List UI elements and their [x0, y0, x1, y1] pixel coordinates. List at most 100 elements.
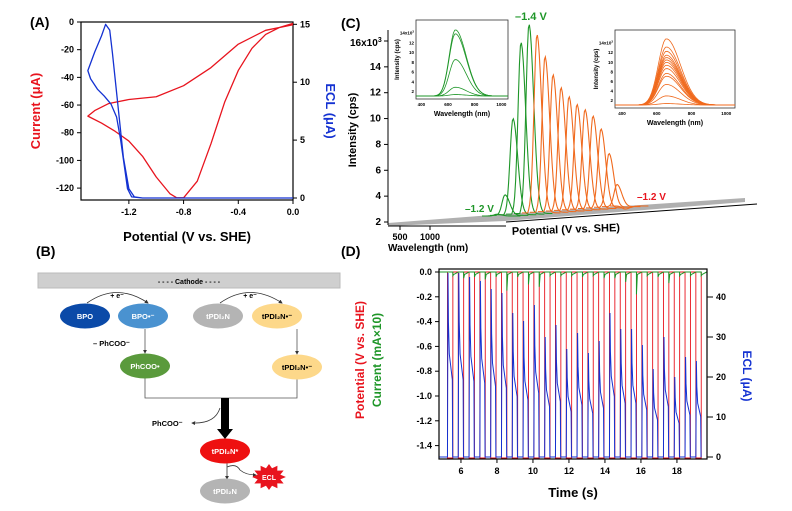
x-tick-label: 500	[392, 232, 407, 242]
spectrum-curve	[562, 103, 601, 211]
y-tick-label: -1.4	[416, 441, 432, 451]
inset-x-tick-label: 600	[444, 102, 452, 107]
arrow-reduction-bpo	[86, 292, 149, 304]
inset-y-tick-label: 8	[411, 60, 414, 65]
inset-y-tick-label: 2	[610, 98, 613, 103]
annotation-start: –1.2 V	[465, 204, 494, 215]
inset-x-tick-label: 1000	[496, 102, 507, 107]
panel-label-a: (A)	[30, 14, 49, 30]
y-tick-label: 0	[69, 17, 74, 27]
chart-d: 6 8 10 12 14 16 18 0.0 -0.2 -0.4 -0.6 -0.8 -1.0 -1.2 -…	[353, 267, 754, 500]
y2-tick-label: 0	[716, 452, 721, 462]
y-tick-label: 4	[375, 191, 381, 202]
inset-y-tick-top: 14x103	[400, 30, 415, 36]
y2-tick-label: 10	[716, 412, 726, 422]
node-label-tpdi-excited: tPDI₂N*	[212, 447, 239, 456]
z-axis-c	[505, 203, 758, 223]
y-tick-label: -1.0	[416, 391, 432, 401]
spectrum-curve	[554, 95, 593, 211]
inset-y-tick-label: 4	[411, 79, 414, 84]
plot-frame-a	[80, 21, 294, 201]
current-trace	[439, 271, 707, 295]
cathode-bar	[37, 272, 341, 289]
inset-x-axis-label: Wavelength (nm)	[647, 120, 703, 127]
y-tick-top-c: 16x103	[350, 37, 382, 49]
phcoo-release-label: PhCOO⁻	[152, 419, 183, 428]
potential-trace	[439, 271, 702, 459]
y2-axis-label-d: ECL (μA)	[740, 350, 754, 401]
inset-y-tick-label: 10	[409, 50, 415, 55]
x-axis-label-d: Time (s)	[548, 485, 598, 500]
z-axis-label-c: Potential (V vs. SHE)	[512, 222, 621, 238]
y-axis-label-c: Intensity (cps)	[347, 92, 359, 167]
node-label-bpo: BPO	[77, 312, 93, 321]
inset-reverse: 400 600 800 1000 2 4 6 8 10 12 14x103 Wavelength (n…	[594, 29, 736, 127]
y-tick-label: 0.0	[419, 267, 432, 277]
node-tpdi-radical2	[272, 354, 322, 380]
y-tick-label: -60	[61, 100, 74, 110]
y-tick-label: 14	[370, 62, 382, 73]
inset-frame	[415, 19, 509, 100]
spectrum-curve	[578, 114, 617, 210]
node-label-tpdi-radical2: tPDI₂N•⁻	[282, 363, 312, 372]
chart-c: 2 4 6 8 10 12 14 500 1000 16x103 Intensity (cps)…	[347, 11, 758, 254]
y2-tick-label: 40	[716, 292, 726, 302]
x-tick-label: -0.8	[176, 207, 192, 217]
current-curve	[87, 22, 294, 199]
y2-axis-label-a: ECL (μA)	[323, 83, 338, 138]
mechanism-diagram: - - - - Cathode - - - - + e⁻ + e⁻ – PhCO…	[37, 272, 341, 504]
panel-label-d: (D)	[341, 243, 360, 259]
x-tick-label: 10	[528, 466, 538, 476]
node-bpo	[60, 303, 110, 329]
inset-y-tick-top-exp: 3	[412, 30, 414, 34]
panel-label-b: (B)	[36, 243, 55, 259]
annotation-peak: –1.4 V	[515, 11, 547, 23]
plot-frame-d	[438, 268, 708, 460]
thick-arrow-head	[217, 429, 233, 439]
inset-spectrum	[615, 103, 736, 106]
inset-y-tick-top-base: 14x10	[400, 31, 413, 36]
inset-x-tick-label: 800	[688, 111, 696, 116]
inset-y-tick-label: 6	[411, 70, 414, 75]
inset-y-axis-label: Intensity (cps)	[594, 49, 600, 90]
cathode-label: - - - - Cathode - - - -	[158, 279, 221, 286]
y-tick-label: -0.2	[416, 292, 432, 302]
y2-tick-label: 20	[716, 372, 726, 382]
x-tick-label: 6	[458, 466, 463, 476]
spectrum-curve	[570, 108, 609, 210]
y-tick-label: -1.2	[416, 416, 432, 426]
merge-line	[144, 378, 298, 399]
x-tick-label: 12	[564, 466, 574, 476]
inset-y-tick-label: 2	[411, 89, 414, 94]
node-tpdi-ground	[200, 478, 250, 504]
node-label-bpo-radical: BPO•⁻	[132, 312, 155, 321]
y-tick-label: -100	[56, 155, 74, 165]
x-tick-label: 1000	[420, 232, 440, 242]
x-tick-label: 16	[636, 466, 646, 476]
node-tpdi	[193, 303, 243, 329]
y-tick-label: -0.8	[416, 366, 432, 376]
spectrum-curve	[546, 86, 585, 212]
inset-y-tick-label: 12	[409, 40, 415, 45]
y-tick-label: 12	[370, 88, 382, 99]
arrow-phcoo-release	[191, 407, 221, 426]
y-tick-label: -40	[61, 72, 74, 82]
y-tick-label: 10	[370, 114, 382, 125]
x-tick-label: 14	[600, 466, 610, 476]
inset-y-axis-label: Intensity (cps)	[395, 39, 401, 80]
node-label-tpdi-radical: tPDI₂N•⁻	[262, 312, 292, 321]
inset-y-tick-label: 4	[610, 89, 613, 94]
inset-forward: 400 600 800 1000 2 4 6 8 10 12 14x103 Wavelength (n…	[395, 19, 509, 118]
annotation-end: –1.2 V	[637, 192, 666, 203]
y2-tick-label: 5	[300, 135, 305, 145]
node-tpdi-excited	[200, 438, 250, 464]
y-tick-label: 6	[375, 165, 381, 176]
inset-y-tick-label: 8	[610, 69, 613, 74]
inset-y-tick-label: 10	[608, 60, 614, 65]
ecl-label: ECL	[262, 475, 277, 482]
y-tick-label: 2	[375, 217, 381, 228]
x-tick-label: -1.2	[121, 207, 137, 217]
spectrum-curve	[602, 183, 641, 208]
node-label-tpdi: tPDI₂N	[206, 312, 230, 321]
